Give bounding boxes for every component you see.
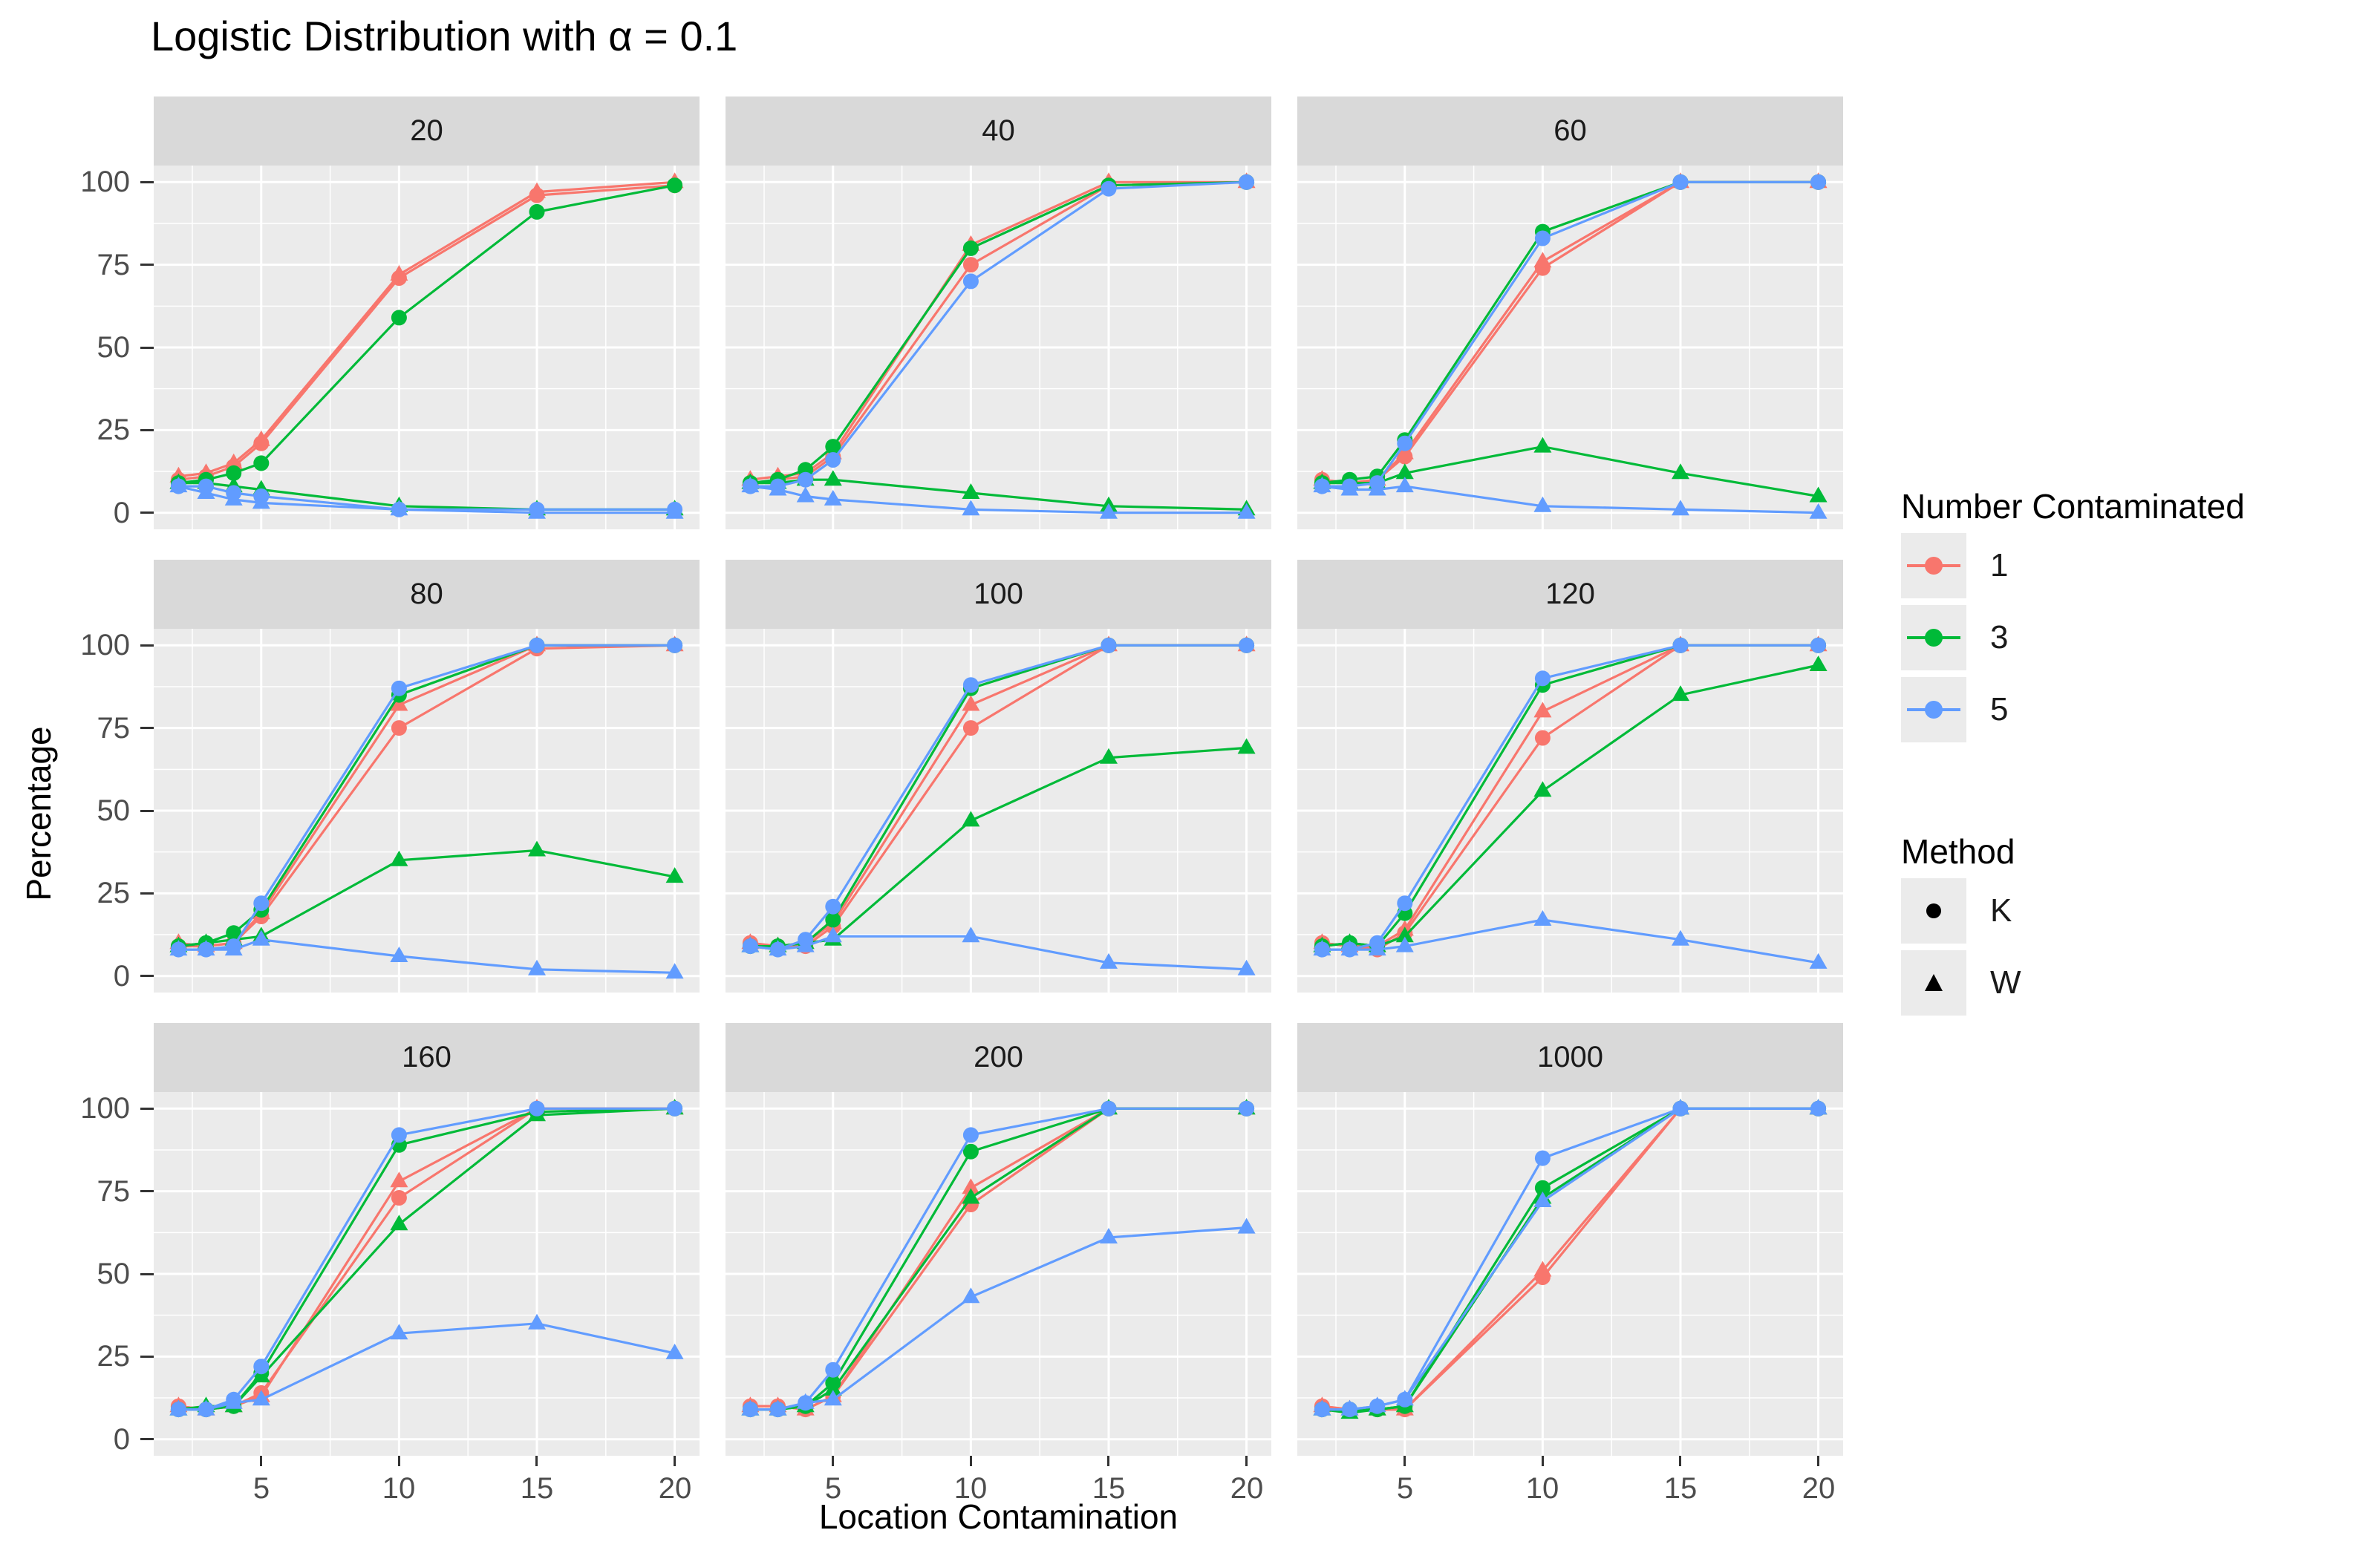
legend-key-line-circle-icon: [1901, 605, 1966, 670]
y-tick-mark: [140, 1108, 154, 1110]
legend-entry-k: K: [1901, 878, 2380, 944]
facet-strip-100: 100: [726, 560, 1271, 629]
y-tick-label: 100: [80, 166, 130, 198]
x-tick-mark: [970, 1456, 972, 1466]
y-tick-label: 75: [97, 249, 131, 281]
x-tick-mark: [1542, 1456, 1544, 1466]
y-tick-mark: [140, 1356, 154, 1358]
y-tick-label: 25: [97, 1340, 131, 1373]
facet-panel-1000: [1297, 1092, 1843, 1456]
y-tick-mark: [140, 1438, 154, 1440]
facet-strip-160: 160: [154, 1023, 700, 1092]
y-tick-label: 0: [113, 960, 130, 993]
y-tick-mark: [140, 429, 154, 431]
facet-panel-20: [154, 166, 700, 529]
legend: Number Contaminated 1 3 5 Method: [1901, 486, 2380, 1016]
y-tick-mark: [140, 810, 154, 812]
x-tick-label: 5: [1396, 1472, 1414, 1505]
legend-label: 3: [1990, 619, 2009, 656]
legend-label: 5: [1990, 691, 2009, 728]
facet-strip-200: 200: [726, 1023, 1271, 1092]
facet-strip-1000: 1000: [1297, 1023, 1843, 1092]
x-tick-label: 5: [824, 1472, 842, 1505]
legend-entry-3: 3: [1901, 605, 2380, 670]
facet-strip-80: 80: [154, 560, 700, 629]
x-tick-label: 15: [520, 1472, 554, 1505]
y-tick-mark: [140, 1273, 154, 1275]
legend-label: K: [1990, 892, 2012, 929]
x-tick-label: 10: [382, 1472, 416, 1505]
x-tick-label: 15: [1092, 1472, 1126, 1505]
legend-label: W: [1990, 964, 2021, 1001]
legend-key-line-circle-icon: [1901, 533, 1966, 598]
legend-key-triangle-icon: [1901, 950, 1966, 1016]
y-tick-mark: [140, 975, 154, 977]
y-tick-label: 25: [97, 413, 131, 446]
facet-strip-120: 120: [1297, 560, 1843, 629]
x-tick-mark: [832, 1456, 834, 1466]
x-tick-mark: [1817, 1456, 1819, 1466]
y-tick-label: 75: [97, 1175, 131, 1208]
x-tick-label: 20: [1802, 1472, 1836, 1505]
y-tick-mark: [140, 727, 154, 729]
facet-panel-120: [1297, 629, 1843, 993]
y-tick-label: 50: [97, 331, 131, 364]
chart-title: Logistic Distribution with α = 0.1: [151, 13, 738, 59]
facet-panel-60: [1297, 166, 1843, 529]
y-tick-mark: [140, 1190, 154, 1192]
facet-strip-60: 60: [1297, 97, 1843, 166]
x-tick-mark: [535, 1456, 538, 1466]
facet-strip-20: 20: [154, 97, 700, 166]
x-tick-label: 20: [1230, 1472, 1264, 1505]
y-tick-label: 75: [97, 712, 131, 745]
y-tick-mark: [140, 511, 154, 514]
legend-key-circle-icon: [1901, 878, 1966, 944]
legend-entry-5: 5: [1901, 677, 2380, 742]
x-tick-mark: [260, 1456, 262, 1466]
x-tick-label: 10: [1525, 1472, 1559, 1505]
x-tick-mark: [1403, 1456, 1406, 1466]
facet-panel-200: [726, 1092, 1271, 1456]
x-tick-label: 20: [658, 1472, 692, 1505]
x-tick-label: 15: [1663, 1472, 1698, 1505]
x-tick-mark: [398, 1456, 400, 1466]
y-tick-mark: [140, 264, 154, 266]
facet-panel-100: [726, 629, 1271, 993]
y-tick-mark: [140, 644, 154, 647]
y-tick-label: 0: [113, 497, 130, 529]
y-tick-label: 25: [97, 877, 131, 909]
y-tick-label: 100: [80, 629, 130, 661]
x-tick-label: 10: [953, 1472, 988, 1505]
legend-key-line-circle-icon: [1901, 677, 1966, 742]
facet-panel-160: [154, 1092, 700, 1456]
x-tick-mark: [1107, 1456, 1109, 1466]
facet-panel-80: [154, 629, 700, 993]
y-tick-label: 50: [97, 794, 131, 827]
y-tick-label: 0: [113, 1423, 130, 1456]
x-axis-title: Location Contamination: [818, 1497, 1178, 1536]
x-tick-label: 5: [252, 1472, 270, 1505]
y-tick-mark: [140, 892, 154, 895]
y-tick-label: 100: [80, 1092, 130, 1125]
legend-title-method: Method: [1901, 832, 2015, 871]
facet-strip-40: 40: [726, 97, 1271, 166]
x-tick-mark: [674, 1456, 676, 1466]
legend-entry-1: 1: [1901, 533, 2380, 598]
x-tick-mark: [1245, 1456, 1248, 1466]
y-tick-label: 50: [97, 1258, 131, 1290]
legend-entry-w: W: [1901, 950, 2380, 1016]
x-tick-mark: [1679, 1456, 1681, 1466]
facet-panel-40: [726, 166, 1271, 529]
legend-label: 1: [1990, 547, 2009, 584]
y-tick-mark: [140, 347, 154, 349]
y-tick-mark: [140, 181, 154, 183]
legend-title-number-contaminated: Number Contaminated: [1901, 487, 2245, 526]
